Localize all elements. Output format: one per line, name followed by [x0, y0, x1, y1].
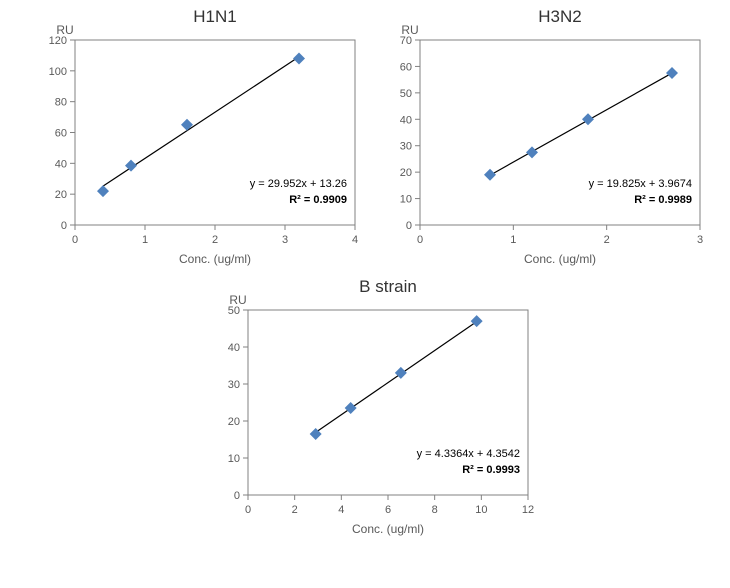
r-squared-text: R² = 0.9993 [462, 464, 520, 476]
x-tick-label: 4 [352, 234, 358, 246]
x-tick-label: 12 [521, 504, 533, 516]
equation-text: y = 4.3364x + 4.3542 [416, 448, 519, 460]
chart-h1n1: 01234020406080100120H1N1RUConc. (ug/ml)y… [20, 0, 365, 270]
y-tick-label: 20 [227, 416, 239, 428]
y-tick-label: 30 [400, 141, 412, 153]
chart-title: B strain [359, 277, 417, 296]
y-tick-label: 20 [55, 189, 67, 201]
x-tick-label: 2 [212, 234, 218, 246]
x-axis-label: Conc. (ug/ml) [351, 522, 423, 536]
y-tick-label: 0 [406, 220, 412, 232]
chart-svg-h1n1: 01234020406080100120H1N1RUConc. (ug/ml)y… [20, 0, 365, 270]
y-tick-label: 60 [400, 61, 412, 73]
chart-h3n2: 0123010203040506070H3N2RUConc. (ug/ml)y … [365, 0, 710, 270]
chart-bstrain: 02468101201020304050B strainRUConc. (ug/… [193, 270, 538, 540]
y-tick-label: 10 [400, 194, 412, 206]
r-squared-text: R² = 0.9989 [634, 194, 692, 206]
x-tick-label: 2 [604, 234, 610, 246]
y-axis-label: RU [56, 23, 73, 37]
y-tick-label: 100 [49, 66, 67, 78]
y-tick-label: 50 [400, 88, 412, 100]
x-tick-label: 8 [431, 504, 437, 516]
x-axis-label: Conc. (ug/ml) [179, 252, 251, 266]
x-tick-label: 6 [384, 504, 390, 516]
x-tick-label: 1 [142, 234, 148, 246]
x-tick-label: 0 [417, 234, 423, 246]
x-axis-label: Conc. (ug/ml) [524, 252, 596, 266]
x-tick-label: 3 [282, 234, 288, 246]
y-tick-label: 40 [400, 114, 412, 126]
chart-title: H1N1 [193, 7, 236, 26]
r-squared-text: R² = 0.9909 [289, 194, 347, 206]
y-tick-label: 40 [227, 342, 239, 354]
equation-text: y = 19.825x + 3.9674 [589, 178, 692, 190]
y-tick-label: 0 [233, 490, 239, 502]
y-axis-label: RU [229, 293, 246, 307]
x-tick-label: 2 [291, 504, 297, 516]
y-tick-label: 10 [227, 453, 239, 465]
x-tick-label: 0 [244, 504, 250, 516]
y-tick-label: 0 [61, 220, 67, 232]
y-tick-label: 20 [400, 167, 412, 179]
x-tick-label: 0 [72, 234, 78, 246]
y-tick-label: 40 [55, 158, 67, 170]
chart-svg-h3n2: 0123010203040506070H3N2RUConc. (ug/ml)y … [365, 0, 710, 270]
x-tick-label: 10 [475, 504, 487, 516]
x-tick-label: 4 [338, 504, 344, 516]
y-tick-label: 30 [227, 379, 239, 391]
y-tick-label: 80 [55, 97, 67, 109]
x-tick-label: 1 [510, 234, 516, 246]
chart-svg-bstrain: 02468101201020304050B strainRUConc. (ug/… [193, 270, 538, 540]
x-tick-label: 3 [697, 234, 703, 246]
y-tick-label: 60 [55, 128, 67, 140]
chart-title: H3N2 [538, 7, 581, 26]
y-axis-label: RU [401, 23, 418, 37]
equation-text: y = 29.952x + 13.26 [250, 178, 347, 190]
